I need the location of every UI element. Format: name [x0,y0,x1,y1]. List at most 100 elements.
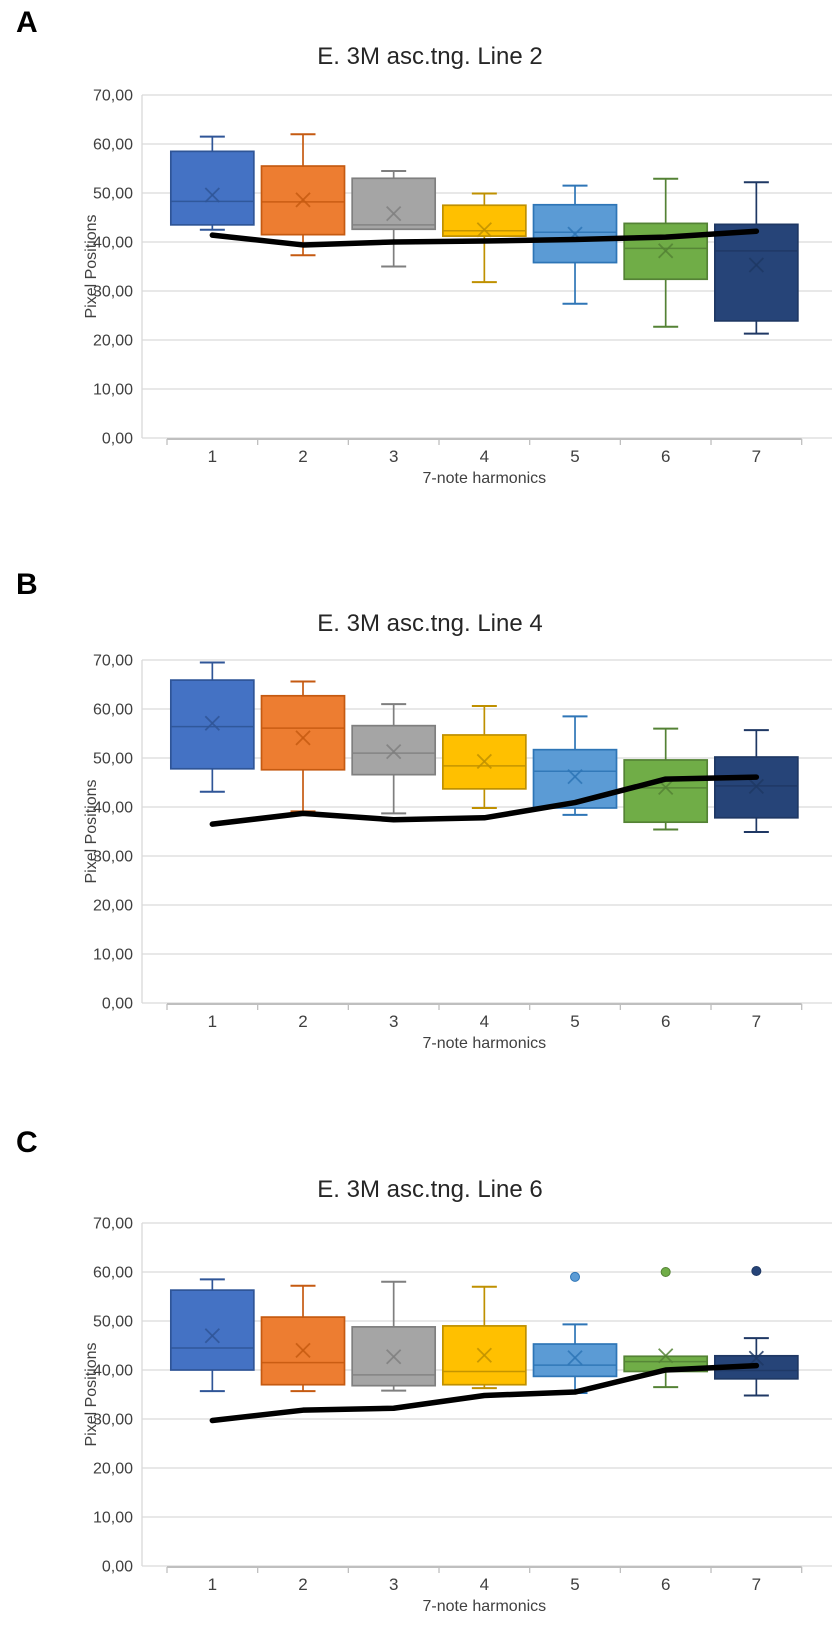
y-tick-label: 60,00 [93,137,133,154]
y-tick-label: 70,00 [93,88,133,105]
x-tick-label: 2 [298,1575,307,1594]
mean-x-marker [295,730,311,746]
mean-x-marker [567,768,583,785]
mean-x-marker [748,778,764,795]
mean-x-marker [476,1347,492,1363]
mean-x-marker [386,743,402,760]
box-series-blue [169,135,255,231]
box-rect [260,694,346,771]
x-tick-label: 6 [661,1012,670,1031]
x-tick-label: 2 [298,447,307,466]
reference-line [209,228,760,248]
y-tick-label: 60,00 [93,1265,133,1282]
box-series-navy [714,1266,799,1397]
x-axis-title: 7-note harmonics [423,1035,547,1052]
y-tick-label: 10,00 [93,947,133,964]
y-tick-label: 70,00 [93,653,133,670]
box-rect [623,759,709,824]
box-series-orange [260,680,346,813]
x-tick-label: 7 [752,1575,761,1594]
box-series-gray [351,1280,437,1392]
panel-label-a: A [16,6,38,39]
y-tick-label: 0,00 [102,996,133,1013]
box-rect [532,748,618,809]
y-tick-label: 10,00 [93,382,133,399]
reference-line [209,1362,760,1424]
y-axis-title: Pixel Positions [83,214,100,318]
mean-x-marker [476,753,492,770]
y-tick-label: 40,00 [93,1363,133,1380]
x-tick-label: 5 [570,1575,579,1594]
y-tick-label: 20,00 [93,333,133,350]
y-tick-label: 30,00 [93,1412,133,1429]
x-tick-label: 1 [208,1012,217,1031]
reference-line [209,774,760,827]
x-tick-label: 1 [208,1575,217,1594]
mean-x-marker [204,187,220,203]
box-rect [441,204,527,237]
box-series-light-blue [532,715,618,816]
box-rect [169,1289,255,1371]
x-tick-label: 3 [389,1575,398,1594]
x-tick-label: 1 [208,447,217,466]
box-rect [351,177,437,231]
y-tick-label: 30,00 [93,284,133,301]
mean-x-marker [658,1348,674,1364]
x-tick-label: 3 [389,1012,398,1031]
chart-title-a: E. 3M asc.tng. Line 2 [317,43,543,70]
box-series-gray [351,703,437,815]
y-tick-label: 20,00 [93,1461,133,1478]
x-tick-label: 6 [661,447,670,466]
y-tick-label: 40,00 [93,800,133,817]
x-tick-label: 7 [752,447,761,466]
box-series-navy [714,181,799,335]
y-axis-title: Pixel Positions [83,779,100,883]
mean-x-marker [748,257,764,273]
y-tick-label: 10,00 [93,1510,133,1527]
x-tick-label: 6 [661,1575,670,1594]
box-rect [714,756,799,819]
x-tick-label: 7 [752,1012,761,1031]
outlier-dot [751,1266,762,1277]
boxplot-chart-line-2: 0,00 10,00 20,00 30,00 40,00 50,00 60,00 70,00 P… [83,88,832,487]
x-tick-label: 5 [570,447,579,466]
y-tick-label: 60,00 [93,702,133,719]
panel-label-b: B [16,568,38,601]
box-series-yellow [441,1285,527,1390]
outlier-dot [570,1271,581,1282]
box-rect [714,223,799,322]
mean-x-marker [567,1350,583,1366]
mean-x-marker [658,243,674,259]
outlier-dot [660,1267,671,1277]
box-rect [351,724,437,776]
x-tick-label: 4 [480,447,489,466]
box-series-blue [169,1278,255,1393]
y-tick-label: 40,00 [93,235,133,252]
panel-label-c: C [16,1126,38,1159]
mean-x-marker [295,192,311,208]
box-rect [169,150,255,226]
box-series-gray [351,169,437,268]
y-tick-label: 50,00 [93,751,133,768]
y-tick-label: 30,00 [93,849,133,866]
boxplot-chart-line-4: 0,00 10,00 20,00 30,00 40,00 50,00 60,00 70,00 P… [83,653,832,1052]
x-tick-label: 5 [570,1012,579,1031]
box-series-light-blue [532,184,618,305]
box-series-yellow [441,192,527,284]
box-series-navy [714,729,799,833]
box-rect [532,1343,618,1378]
mean-x-marker [386,205,402,222]
y-tick-label: 50,00 [93,186,133,203]
box-series-green [623,177,709,328]
box-series-yellow [441,705,527,809]
boxplot-chart-line-6: 0,00 10,00 20,00 30,00 40,00 50,00 60,00 70,00 P… [83,1216,832,1615]
box-series-blue [169,661,255,793]
box-series-orange [260,133,346,257]
x-tick-label: 3 [389,447,398,466]
x-tick-label: 4 [480,1575,489,1594]
x-axis-title: 7-note harmonics [423,1598,547,1615]
mean-x-marker [204,715,220,731]
mean-x-marker [748,1350,764,1366]
y-tick-label: 70,00 [93,1216,133,1233]
